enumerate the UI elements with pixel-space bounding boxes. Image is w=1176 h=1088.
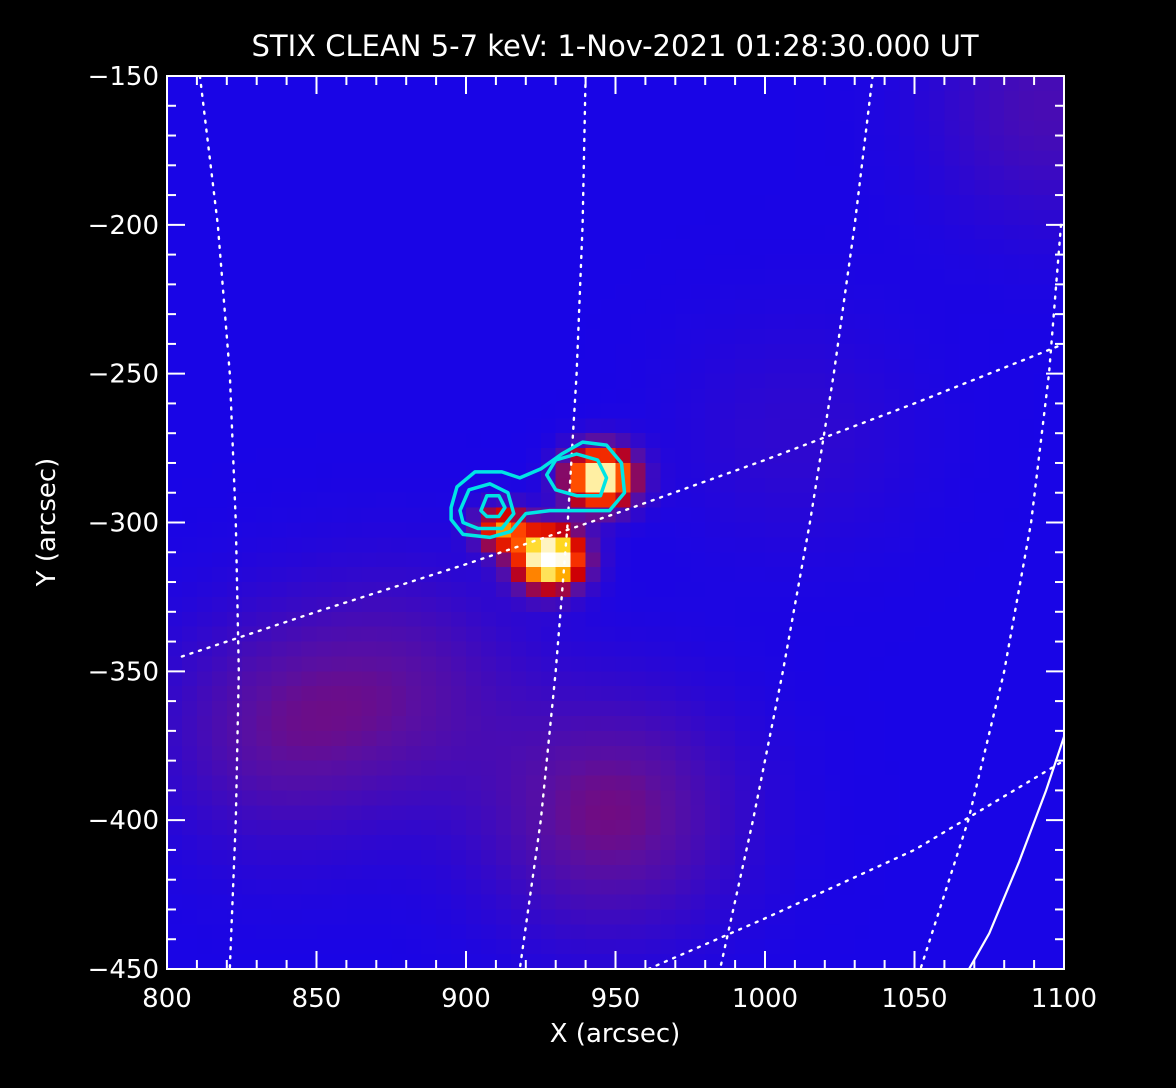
plot-title: STIX CLEAN 5-7 keV: 1-Nov-2021 01:28:30.…	[251, 29, 978, 63]
y-tick-label: −400	[88, 806, 159, 836]
y-tick-label: −450	[88, 955, 159, 985]
overlay-layer	[180, 76, 1064, 969]
image-area	[167, 76, 1064, 969]
x-tick-label: 950	[591, 984, 641, 1014]
y-tick-label: −150	[88, 62, 159, 92]
x-tick-label: 1050	[881, 984, 947, 1014]
x-tick-label: 850	[292, 984, 342, 1014]
y-tick-label: −200	[88, 211, 159, 241]
contour-line	[458, 482, 516, 531]
heliographic-grid-line	[198, 76, 241, 969]
heliographic-grid-line	[518, 76, 587, 969]
y-tick-label: −300	[88, 509, 159, 539]
intensity-heatmap	[167, 76, 1064, 969]
x-tick-label: 1000	[732, 984, 798, 1014]
x-tick-label: 1100	[1031, 984, 1097, 1014]
heliographic-grid-line	[647, 759, 1064, 969]
y-axis-title: Y (arcsec)	[32, 458, 62, 588]
heliographic-grid-line	[180, 342, 1064, 658]
y-tick-label: −350	[88, 657, 159, 687]
heliographic-grid-line	[919, 223, 1063, 969]
limb-line	[967, 736, 1064, 969]
heliographic-grid-line	[718, 76, 874, 969]
y-tick-label: −250	[88, 360, 159, 390]
ticks-layer: 800 850 900 950 1000 1050 1100 −450 −400 −350 −300…	[88, 62, 1098, 1014]
contour-line	[479, 493, 507, 519]
x-tick-label: 800	[142, 984, 192, 1014]
contour-line	[544, 452, 609, 498]
contour-line	[449, 440, 627, 540]
x-axis-title: X (arcsec)	[550, 1019, 681, 1049]
x-tick-label: 900	[441, 984, 491, 1014]
